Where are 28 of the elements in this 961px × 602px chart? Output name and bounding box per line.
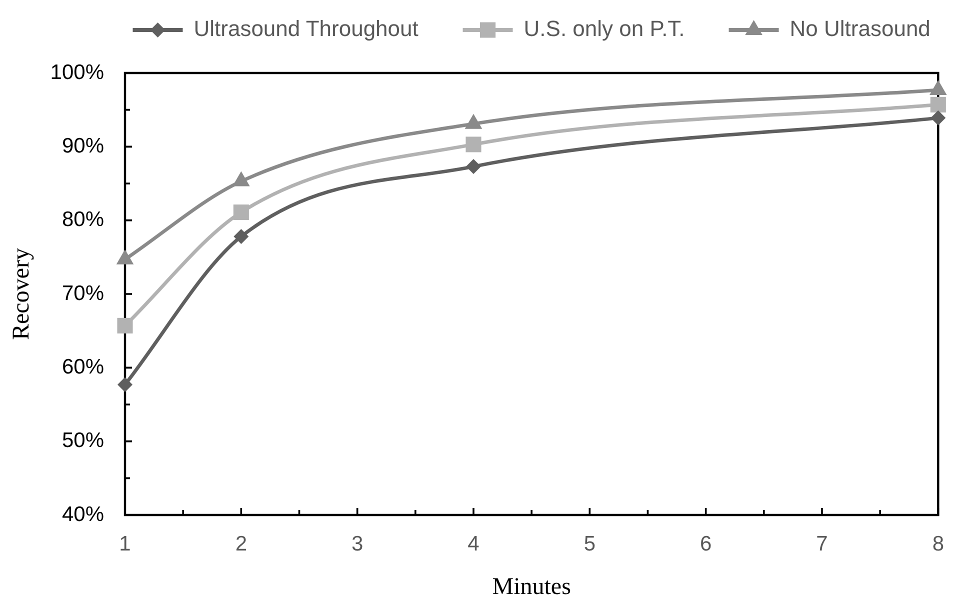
x-tick-label: 7 [816, 532, 828, 556]
x-tick-label: 1 [119, 532, 131, 556]
x-tick-label: 3 [351, 532, 364, 556]
x-tick-label: 8 [932, 532, 944, 556]
point [234, 229, 249, 244]
y-tick-label: 40% [62, 502, 104, 526]
y-tick-label: 80% [62, 208, 104, 232]
y-axis-title: Recovery [8, 248, 35, 340]
legend-label: U.S. only on P.T. [524, 16, 685, 42]
x-tick-label: 5 [584, 532, 596, 556]
y-tick-label: 100% [50, 60, 104, 84]
y-tick-label: 60% [62, 355, 104, 378]
point [466, 136, 482, 152]
x-tick-label: 2 [235, 532, 248, 556]
y-tick-label: 90% [62, 134, 104, 158]
point [930, 110, 946, 126]
x-tick-label: 6 [700, 532, 712, 556]
x-axis-title: Minutes [492, 574, 571, 600]
point [117, 318, 133, 334]
y-tick-label: 70% [62, 282, 104, 305]
legend-label: Ultrasound Throughout [194, 16, 418, 42]
point [233, 204, 249, 220]
legend-label: No Ultrasound [790, 16, 930, 42]
point [930, 96, 946, 112]
x-tick-label: 4 [468, 532, 480, 556]
point [466, 159, 481, 174]
y-tick-label: 50% [62, 429, 104, 452]
point [118, 377, 132, 392]
